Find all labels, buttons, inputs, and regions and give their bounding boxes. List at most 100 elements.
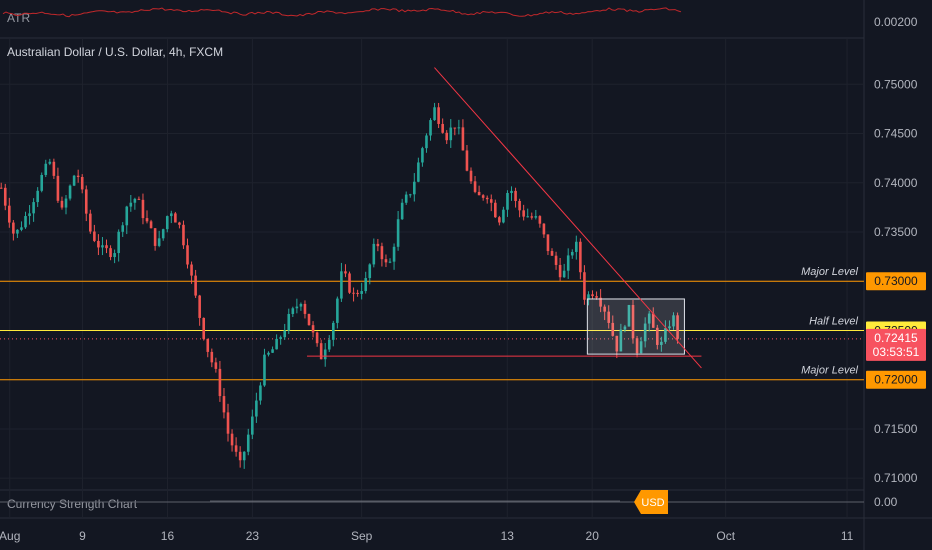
candle <box>133 197 137 210</box>
candle-body <box>607 311 611 323</box>
candle <box>494 199 497 218</box>
candle-body <box>465 150 469 171</box>
major-level-lower-price-badge <box>866 370 926 389</box>
candle <box>251 409 254 440</box>
price-axis[interactable]: 0.710000.715000.720000.725000.730000.735… <box>866 15 926 509</box>
candle-body <box>246 434 250 452</box>
candle-body <box>392 246 396 262</box>
candle-body <box>461 127 465 151</box>
candle <box>413 173 416 202</box>
candle <box>218 360 222 402</box>
candle <box>360 282 363 300</box>
candle-body <box>344 271 347 274</box>
candle-body <box>542 223 546 235</box>
candle-body <box>40 174 44 191</box>
candle <box>307 313 311 326</box>
candle <box>502 206 505 224</box>
candle-body <box>222 396 226 413</box>
candle-body <box>275 338 278 350</box>
candle <box>332 320 335 347</box>
candle-body <box>178 222 181 225</box>
major-level-lower-label: Major Level <box>801 365 858 377</box>
candle <box>206 338 210 358</box>
usd-badge <box>634 490 668 514</box>
candle <box>372 238 376 268</box>
candle-body <box>125 206 129 226</box>
candle-body <box>299 303 303 307</box>
atr-tick-label: 0.00200 <box>874 15 918 29</box>
candle <box>340 262 343 302</box>
strength-tick-label: 0.00 <box>874 495 898 509</box>
candle-body <box>105 245 108 249</box>
candle <box>311 321 315 338</box>
major-level-upper-label: Major Level <box>801 266 858 278</box>
candle-body <box>498 217 501 223</box>
candle <box>44 159 48 178</box>
candle <box>174 211 177 223</box>
time-tick-label: 16 <box>161 529 175 543</box>
candle <box>0 182 3 189</box>
candle <box>425 133 428 153</box>
candle-body <box>72 175 76 186</box>
usd-badge-label: USD <box>641 497 664 509</box>
candle <box>603 304 606 321</box>
candle <box>676 312 679 344</box>
time-tick-label: 11 <box>841 529 854 543</box>
candle <box>255 392 258 423</box>
candle <box>660 336 663 352</box>
candle <box>246 428 250 456</box>
candle <box>178 221 181 229</box>
candle-body <box>64 198 68 208</box>
candle <box>275 334 278 350</box>
candle-body <box>113 253 116 258</box>
candle <box>506 190 509 217</box>
candle-body <box>133 198 137 203</box>
candle-body <box>226 412 230 434</box>
candle-body <box>384 259 388 263</box>
candle <box>534 209 538 220</box>
candle-body <box>336 298 339 323</box>
candle-body <box>161 229 165 239</box>
candle-body <box>311 325 315 333</box>
candle-body <box>323 349 327 360</box>
candle <box>348 271 351 294</box>
candle <box>303 300 307 319</box>
candle <box>315 331 319 347</box>
candle-body <box>242 451 246 461</box>
candle-body <box>234 445 238 452</box>
candle <box>202 317 206 341</box>
candle <box>20 221 23 232</box>
candle <box>238 446 242 468</box>
price-tick-label: 0.71000 <box>874 471 918 485</box>
candle <box>210 348 214 368</box>
candle-body <box>32 202 35 214</box>
candle <box>656 324 659 350</box>
candle <box>514 187 517 208</box>
candle-body <box>230 433 234 446</box>
candle <box>575 235 578 260</box>
candle-body <box>0 187 3 189</box>
candle <box>137 196 141 201</box>
candle <box>510 186 513 201</box>
time-axis[interactable]: Aug 9 16 23 Sep 13 20 Oct 11 <box>0 529 854 543</box>
candle-body <box>186 245 189 265</box>
candle <box>105 239 108 254</box>
currency-strength-label: Currency Strength Chart <box>7 497 138 511</box>
candle-body <box>449 127 453 141</box>
candle-body <box>664 328 667 342</box>
candle-body <box>672 315 675 327</box>
candle-body <box>307 313 311 326</box>
candle <box>291 306 295 318</box>
candle-body <box>214 362 218 369</box>
candle-body <box>319 343 323 360</box>
candle-body <box>417 162 420 182</box>
candle-body <box>198 295 201 318</box>
candle <box>457 119 461 135</box>
candle <box>518 198 521 218</box>
candle-body <box>271 349 274 353</box>
candle <box>481 194 485 201</box>
candle-body <box>360 291 363 294</box>
candle <box>469 167 473 184</box>
time-tick-label: 13 <box>501 529 515 543</box>
